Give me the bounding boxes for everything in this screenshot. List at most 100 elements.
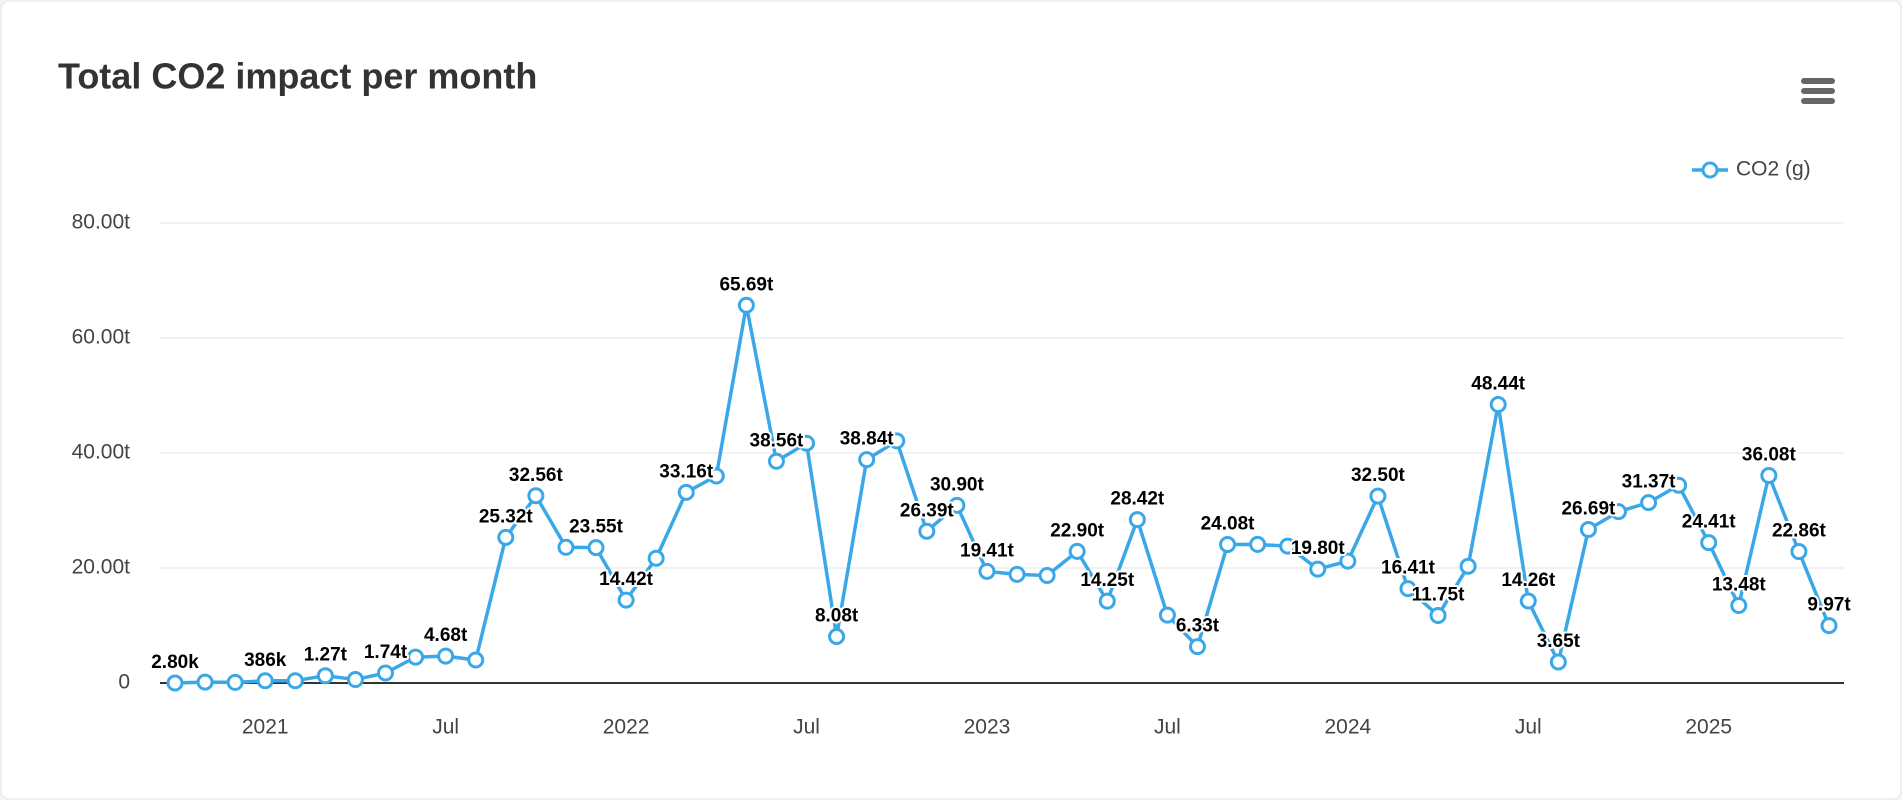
menu-bar[interactable] [1801, 98, 1835, 104]
point [1038, 566, 1056, 584]
point [1790, 543, 1808, 561]
data-label: 23.55t [569, 517, 624, 538]
data-label: 28.42t [1110, 489, 1165, 510]
point [1700, 534, 1718, 552]
data-label: 38.84t [840, 429, 895, 450]
point [226, 673, 244, 691]
data-label: 9.97t [1807, 595, 1851, 616]
data-label: 8.08t [815, 606, 859, 627]
x-tick-label: 2023 [964, 716, 1011, 739]
point [1369, 487, 1387, 505]
point [346, 671, 364, 689]
data-label: 32.56t [509, 465, 564, 486]
point [1068, 542, 1086, 560]
data-label: 65.69t [719, 274, 774, 295]
data-label: 19.41t [960, 540, 1015, 561]
point [1309, 560, 1327, 578]
x-tick-label: 2025 [1685, 716, 1732, 739]
x-tick-label: 2021 [242, 716, 289, 739]
y-tick-label: 0 [118, 671, 130, 694]
data-label: 14.42t [599, 569, 654, 590]
point [1820, 617, 1838, 635]
data-label: 22.90t [1050, 520, 1105, 541]
data-label: 1.27t [304, 645, 348, 666]
point [467, 651, 485, 669]
point [1339, 552, 1357, 570]
data-label: 6.33t [1176, 616, 1220, 637]
point [1279, 537, 1297, 555]
menu-bar[interactable] [1801, 78, 1835, 84]
point [1519, 592, 1537, 610]
point [256, 672, 274, 690]
x-tick-label: Jul [793, 716, 820, 739]
x-tick-label: Jul [1154, 716, 1181, 739]
point [1249, 535, 1267, 553]
point [1158, 606, 1176, 624]
point [1489, 395, 1507, 413]
point [978, 562, 996, 580]
point [1188, 638, 1206, 656]
point [858, 451, 876, 469]
y-tick-label: 80.00t [72, 211, 131, 234]
menu-button[interactable] [1801, 78, 1835, 104]
x-tick-label: Jul [1515, 716, 1542, 739]
point [888, 432, 906, 450]
legend-item: CO2 (g) [1692, 158, 1811, 181]
point [166, 674, 184, 692]
point [1008, 565, 1026, 583]
point [828, 628, 846, 646]
point [1760, 467, 1778, 485]
data-label: 2.80k [151, 652, 199, 673]
point [647, 549, 665, 567]
point [1399, 580, 1417, 598]
point [497, 528, 515, 546]
point [1098, 592, 1116, 610]
data-label: 25.32t [479, 506, 534, 527]
point [527, 487, 545, 505]
data-label: 30.90t [930, 474, 985, 495]
point [737, 296, 755, 314]
data-label: 26.69t [1561, 499, 1616, 520]
point [948, 496, 966, 514]
chart-title: Total CO2 impact per month [58, 56, 537, 97]
data-label: 13.48t [1712, 575, 1767, 596]
y-tick-label: 20.00t [72, 556, 131, 579]
point [196, 673, 214, 691]
data-label: 14.25t [1080, 570, 1135, 591]
point [286, 672, 304, 690]
data-label: 14.26t [1501, 570, 1556, 591]
point [316, 667, 334, 685]
point [1730, 596, 1748, 614]
point [1219, 536, 1237, 554]
data-label: 4.68t [424, 625, 468, 646]
point [1128, 511, 1146, 529]
menu-bar[interactable] [1801, 88, 1835, 94]
data-label: 36.08t [1742, 445, 1797, 466]
data-label: 11.75t [1412, 584, 1465, 605]
data-label: 38.56t [750, 430, 805, 451]
data-label: 1.74t [364, 642, 408, 663]
point [587, 539, 605, 557]
point [677, 483, 695, 501]
point [557, 538, 575, 556]
point [1459, 557, 1477, 575]
point [617, 591, 635, 609]
point [1429, 606, 1447, 624]
x-tick-label: Jul [432, 716, 459, 739]
data-label: 48.44t [1471, 373, 1526, 394]
point [707, 467, 725, 485]
point [437, 647, 455, 665]
point [918, 522, 936, 540]
data-label: 3.65t [1537, 631, 1581, 652]
data-label: 31.37t [1622, 472, 1677, 493]
legend-marker [1701, 161, 1719, 179]
point [1670, 476, 1688, 494]
y-tick-label: 40.00t [72, 441, 131, 464]
data-label: 386k [244, 650, 287, 671]
y-tick-label: 60.00t [72, 326, 131, 349]
point [1579, 521, 1597, 539]
point [798, 434, 816, 452]
point [1609, 503, 1627, 521]
